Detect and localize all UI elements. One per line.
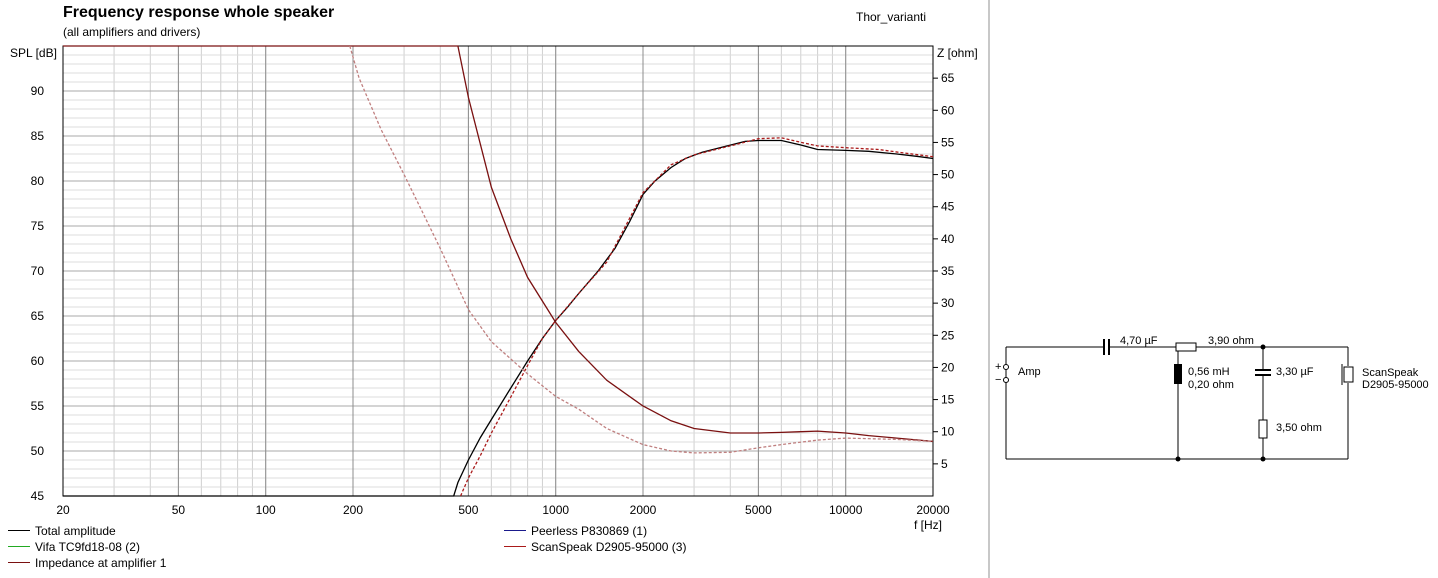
series-line-scanspeak-d2905-95000-3 bbox=[460, 137, 934, 497]
left-tick-label: 75 bbox=[31, 219, 45, 233]
resistor-2-value: 3,50 ohm bbox=[1276, 422, 1322, 434]
left-tick-label: 50 bbox=[31, 444, 45, 458]
right-axis-label: Z [ohm] bbox=[937, 46, 978, 60]
legend-label: Vifa TC9fd18-08 (2) bbox=[35, 540, 140, 554]
junction-dot bbox=[1260, 344, 1266, 350]
left-axis-ticks: 45 50 55 60 65 70 75 80 85 90 bbox=[31, 84, 45, 503]
left-tick-label: 80 bbox=[31, 174, 45, 188]
frequency-response-chart-pane: 45 50 55 60 65 70 75 80 85 90 5 10 15 20 25 30 35 40 45 50… bbox=[8, 4, 978, 571]
right-tick-label: 15 bbox=[941, 393, 955, 407]
legend-swatch bbox=[8, 530, 30, 532]
x-tick-label: 500 bbox=[458, 503, 478, 517]
chart-title: Frequency response whole speaker bbox=[63, 4, 335, 21]
amp-label: Amp bbox=[1018, 366, 1041, 378]
legend-swatch bbox=[504, 546, 526, 548]
series-line-impedance-at-amplifier-1 bbox=[63, 45, 934, 443]
left-tick-label: 70 bbox=[31, 264, 45, 278]
capacitor-2-symbol bbox=[1255, 369, 1271, 376]
legend-item-peerless: Peerless P830869 (1) bbox=[504, 524, 647, 539]
legend-label: ScanSpeak D2905-95000 (3) bbox=[531, 540, 687, 554]
junction-dot bbox=[1260, 456, 1266, 462]
amp-terminal-minus bbox=[1003, 377, 1009, 383]
major-grid bbox=[63, 46, 933, 496]
left-tick-label: 45 bbox=[31, 489, 45, 503]
resistor-2-symbol bbox=[1258, 419, 1268, 439]
amp-minus-sign: − bbox=[995, 374, 1002, 386]
driver-label-model: D2905-95000 bbox=[1362, 379, 1429, 391]
legend-swatch bbox=[8, 562, 30, 564]
right-tick-label: 5 bbox=[941, 457, 948, 471]
inductor-value: 0,56 mH bbox=[1188, 366, 1230, 378]
legend-item-total-amplitude: Total amplitude bbox=[8, 524, 116, 539]
right-tick-label: 45 bbox=[941, 200, 955, 214]
x-tick-label: 2000 bbox=[630, 503, 657, 517]
left-tick-label: 60 bbox=[31, 354, 45, 368]
x-axis-label: f [Hz] bbox=[914, 518, 943, 532]
right-tick-label: 40 bbox=[941, 232, 955, 246]
right-tick-label: 35 bbox=[941, 264, 955, 278]
x-axis-ticks: 20 50 100 200 500 1000 2000 5000 10000 20000 bbox=[56, 503, 950, 517]
resistor-1-value: 3,90 ohm bbox=[1208, 335, 1254, 347]
right-tick-label: 65 bbox=[941, 71, 955, 85]
left-tick-label: 55 bbox=[31, 399, 45, 413]
crossover-schematic: + − Amp 4,70 µF 3,90 ohm 0,56 mH 0,20 oh… bbox=[990, 0, 1438, 578]
junction-dot bbox=[1175, 456, 1181, 462]
pane-divider[interactable] bbox=[988, 0, 990, 578]
legend-label: Impedance at amplifier 1 bbox=[35, 556, 167, 570]
project-name: Thor_varianti bbox=[856, 10, 927, 24]
legend-item-vifa: Vifa TC9fd18-08 (2) bbox=[8, 540, 140, 555]
inductor-symbol bbox=[1174, 364, 1182, 384]
legend-item-impedance: Impedance at amplifier 1 bbox=[8, 556, 166, 571]
frequency-response-chart: 45 50 55 60 65 70 75 80 85 90 5 10 15 20 25 30 35 40 45 50… bbox=[31, 45, 955, 517]
inductor-dcr-value: 0,20 ohm bbox=[1188, 379, 1234, 391]
legend-label: Total amplitude bbox=[35, 524, 116, 538]
x-tick-label: 50 bbox=[172, 503, 186, 517]
left-tick-label: 90 bbox=[31, 84, 45, 98]
legend-swatch bbox=[504, 530, 526, 532]
left-tick-label: 65 bbox=[31, 309, 45, 323]
driver-label-brand: ScanSpeak bbox=[1362, 367, 1419, 379]
legend-item-scanspeak: ScanSpeak D2905-95000 (3) bbox=[504, 540, 686, 555]
series-layer bbox=[63, 45, 934, 497]
x-tick-label: 20000 bbox=[916, 503, 950, 517]
right-axis-ticks: 5 10 15 20 25 30 35 40 45 50 55 60 65 bbox=[933, 71, 955, 471]
chart-subtitle: (all amplifiers and drivers) bbox=[63, 25, 201, 39]
series-line-total-amplitude bbox=[63, 139, 934, 497]
schematic-wiring bbox=[1003, 339, 1354, 462]
x-tick-label: 1000 bbox=[542, 503, 569, 517]
right-tick-label: 20 bbox=[941, 360, 955, 374]
driver-symbol bbox=[1341, 364, 1354, 385]
x-tick-label: 5000 bbox=[745, 503, 772, 517]
resistor-1-symbol bbox=[1175, 342, 1197, 352]
left-axis-label: SPL [dB] bbox=[10, 46, 57, 60]
right-tick-label: 10 bbox=[941, 425, 955, 439]
x-tick-label: 20 bbox=[56, 503, 70, 517]
x-tick-label: 10000 bbox=[829, 503, 863, 517]
x-tick-label: 200 bbox=[343, 503, 363, 517]
capacitor-2-value: 3,30 µF bbox=[1276, 366, 1314, 378]
left-tick-label: 85 bbox=[31, 129, 45, 143]
right-tick-label: 30 bbox=[941, 296, 955, 310]
right-tick-label: 50 bbox=[941, 168, 955, 182]
series-line-impedance-dashed bbox=[349, 45, 934, 454]
amp-terminal-plus bbox=[1003, 364, 1009, 370]
legend-swatch bbox=[8, 546, 30, 548]
capacitor-1-value: 4,70 µF bbox=[1120, 335, 1158, 347]
x-tick-label: 100 bbox=[256, 503, 276, 517]
amp-plus-sign: + bbox=[995, 361, 1002, 373]
right-tick-label: 25 bbox=[941, 328, 955, 342]
capacitor-1-symbol bbox=[1103, 339, 1110, 355]
legend-label: Peerless P830869 (1) bbox=[531, 524, 648, 538]
right-tick-label: 60 bbox=[941, 103, 955, 117]
right-tick-label: 55 bbox=[941, 135, 955, 149]
